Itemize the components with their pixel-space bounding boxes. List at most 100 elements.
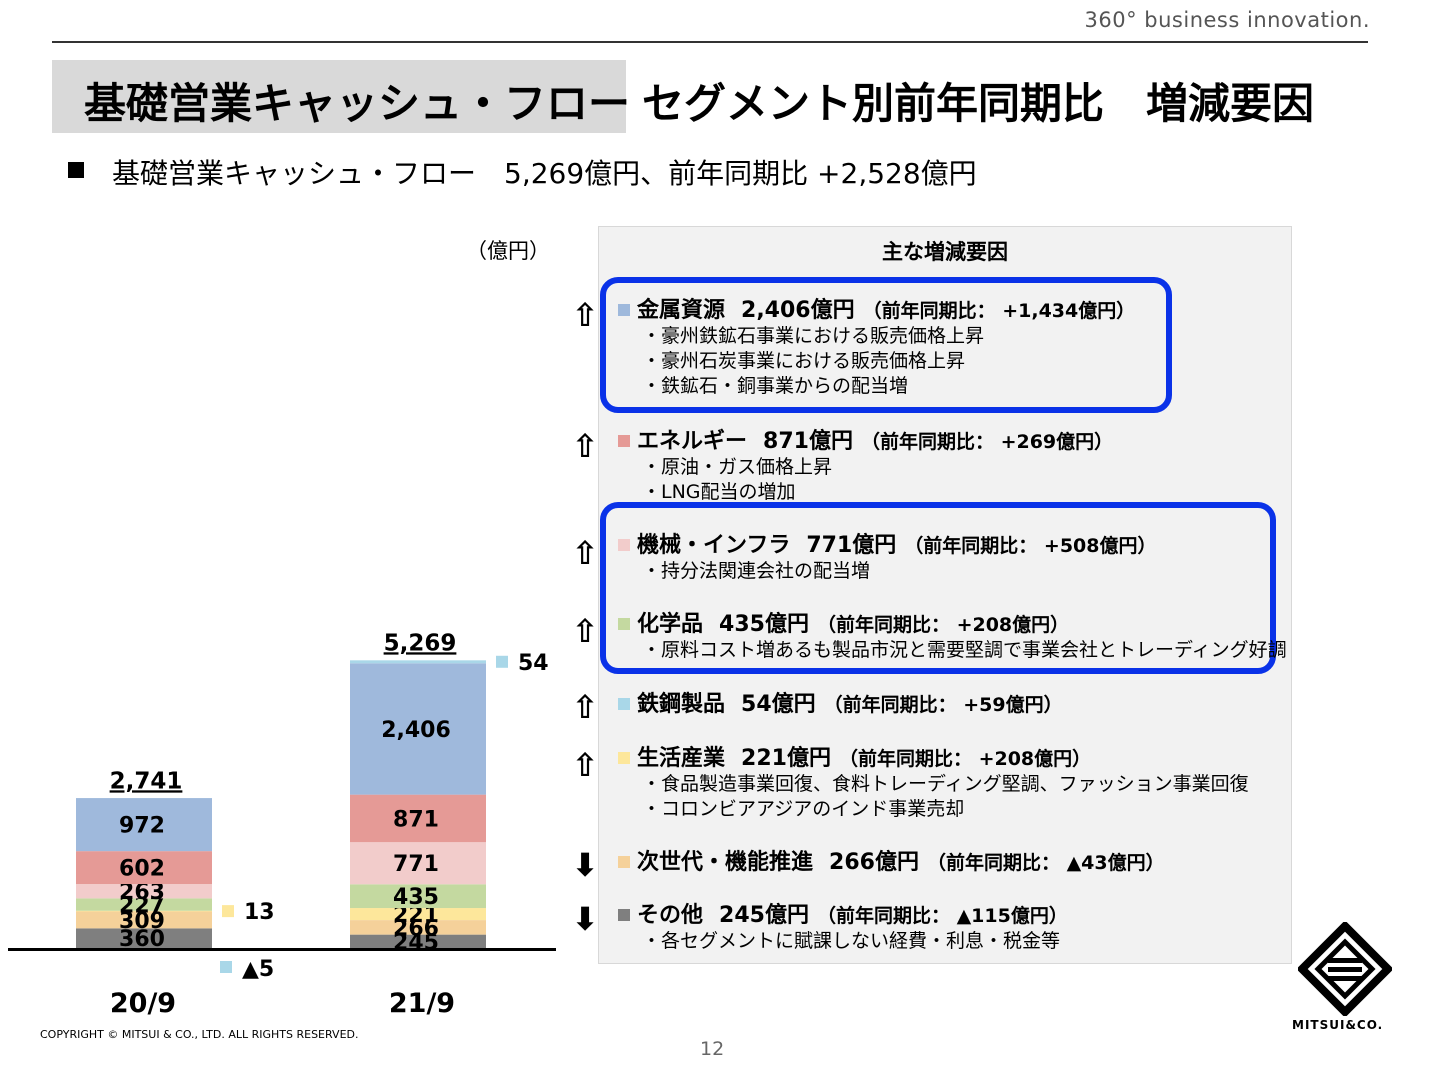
- bar-segment: [350, 663, 486, 795]
- small-value-label: ▲5: [242, 957, 274, 982]
- segment-comparison: （前年同期比： +208億円）: [838, 748, 1092, 770]
- small-value-marker: [222, 905, 234, 918]
- up-arrow-icon: ⇧: [571, 427, 599, 465]
- page-title: 基礎営業キャッシュ・フロー: [84, 79, 631, 128]
- segment-value: 435億円: [719, 612, 809, 637]
- bar-segment: [76, 884, 212, 899]
- page-number: 12: [700, 1038, 725, 1060]
- bar-segment: [76, 928, 212, 948]
- segment-comparison: （前年同期比： +269億円）: [860, 431, 1114, 453]
- segment-comparison: （前年同期比： +59億円）: [823, 694, 1063, 716]
- panel-header: 主な増減要因: [882, 240, 1008, 264]
- segment-header: 機械・インフラ 771億円 （前年同期比： +508億円）: [618, 527, 1156, 559]
- segment-reason: ・原料コスト増あるも製品市況と需要堅調で事業会社とトレーディング好調: [642, 639, 1287, 661]
- up-arrow-icon: ⇧: [571, 612, 599, 650]
- legend-swatch: [618, 539, 630, 551]
- highlight-box-machinery-chemicals: [600, 502, 1276, 674]
- segment-name: エネルギー: [637, 429, 748, 454]
- bar-segment: [76, 851, 212, 885]
- segment-item: 化学品 435億円 （前年同期比： +208億円） ・原料コスト増あるも製品市況と需要…: [618, 606, 1287, 663]
- category-label: 20/9: [110, 988, 176, 1019]
- data-label: 972: [119, 814, 165, 839]
- segment-reason: ・LNG配当の増加: [642, 481, 796, 503]
- data-label: 602: [119, 857, 165, 882]
- bullet-square: [68, 162, 84, 178]
- segment-value: 54億円: [741, 692, 816, 717]
- data-label: 771: [393, 852, 439, 877]
- legend-swatch: [618, 909, 630, 921]
- mitsui-logo-icon: [1298, 922, 1392, 1016]
- bar-segment: [350, 794, 486, 843]
- factors-panel: [598, 226, 1292, 964]
- segment-reason: ・コロンビアアジアのインド事業売却: [642, 798, 965, 820]
- segment-reason: ・食品製造事業回復、食料トレーディング堅調、ファッション事業回復: [642, 773, 1249, 795]
- legend-swatch: [618, 304, 630, 316]
- bar-segment: [76, 910, 212, 912]
- header-rule: [52, 41, 1368, 43]
- segment-name: 化学品: [637, 612, 704, 637]
- small-value-marker: [496, 655, 508, 668]
- segment-item: その他 245億円 （前年同期比： ▲115億円） ・各セグメントに賦課しない経費・利…: [618, 897, 1068, 954]
- bar-segment: [350, 920, 486, 935]
- down-arrow-icon: ⬇: [571, 900, 599, 938]
- legend-swatch: [618, 698, 630, 710]
- small-value-label: 54: [518, 651, 549, 676]
- legend-swatch: [618, 752, 630, 764]
- bar-segment: [76, 898, 212, 911]
- segment-reason: ・各セグメントに賦課しない経費・利息・税金等: [642, 930, 1061, 952]
- segment-name: 機械・インフラ: [637, 533, 791, 558]
- category-label: 21/9: [389, 988, 455, 1019]
- segment-name: その他: [637, 903, 704, 928]
- legend-swatch: [618, 618, 630, 630]
- highlight-box-metals: [600, 277, 1172, 413]
- segment-name: 次世代・機能推進: [637, 850, 814, 875]
- tagline: 360° business innovation.: [1084, 8, 1370, 32]
- segment-value: 245億円: [719, 903, 809, 928]
- segment-value: 871億円: [763, 429, 853, 454]
- segment-item: 次世代・機能推進 266億円 （前年同期比： ▲43億円）: [618, 844, 1165, 876]
- segment-header: その他 245億円 （前年同期比： ▲115億円）: [618, 897, 1068, 929]
- segment-item: 金属資源 2,406億円 （前年同期比： +1,434億円） ・豪州鉄鉱石事業における…: [618, 292, 1135, 399]
- segment-header: 次世代・機能推進 266億円 （前年同期比： ▲43億円）: [618, 844, 1165, 876]
- small-value-label: 13: [244, 900, 275, 925]
- segment-name: 鉄鋼製品: [637, 692, 726, 717]
- data-label: 435: [393, 885, 439, 910]
- bar-segment: [350, 934, 486, 948]
- total-label: 5,269: [384, 630, 457, 656]
- segment-reason: ・持分法関連会社の配当増: [642, 560, 871, 582]
- x-axis-baseline: [8, 948, 556, 951]
- segment-value: 771億円: [806, 533, 897, 558]
- segment-reason: ・鉄鉱石・銅事業からの配当増: [642, 375, 909, 397]
- segment-name: 金属資源: [637, 298, 726, 323]
- segment-comparison: （前年同期比： +508億円）: [904, 535, 1157, 557]
- data-label: 309: [119, 909, 165, 934]
- down-arrow-icon: ⬇: [571, 846, 599, 884]
- bar-segment: [76, 798, 212, 852]
- segment-item: 鉄鋼製品 54億円 （前年同期比： +59億円）: [618, 686, 1063, 718]
- logo-text: MITSUI&CO.: [1292, 1018, 1384, 1032]
- segment-header: 鉄鋼製品 54億円 （前年同期比： +59億円）: [618, 686, 1063, 718]
- bar-segment: [350, 884, 486, 909]
- segment-value: 266億円: [829, 850, 919, 875]
- data-label: 263: [119, 880, 165, 905]
- small-value-marker: [220, 961, 232, 973]
- up-arrow-icon: ⇧: [571, 688, 599, 726]
- title-background: [52, 60, 626, 133]
- data-label: 266: [393, 916, 439, 941]
- summary-text: 基礎営業キャッシュ・フロー 5,269億円、前年同期比 +2,528億円: [112, 157, 977, 190]
- bar-segment: [350, 842, 486, 885]
- segment-comparison: （前年同期比： ▲43億円）: [926, 852, 1165, 874]
- segment-item: エネルギー 871億円 （前年同期比： +269億円） ・原油・ガス価格上昇 ・LNG配…: [618, 423, 1113, 505]
- segment-header: 化学品 435億円 （前年同期比： +208億円）: [618, 606, 1287, 638]
- segment-header: 金属資源 2,406億円 （前年同期比： +1,434億円）: [618, 292, 1135, 324]
- page-subtitle: セグメント別前年同期比 増減要因: [642, 79, 1315, 128]
- bar-segment: [76, 911, 212, 929]
- segment-comparison: （前年同期比： ▲115億円）: [816, 905, 1068, 927]
- bar-segment: [350, 660, 486, 664]
- segment-value: 221億円: [741, 746, 831, 771]
- data-label: 2,406: [381, 718, 451, 743]
- up-arrow-icon: ⇧: [571, 296, 599, 334]
- up-arrow-icon: ⇧: [571, 746, 599, 784]
- segment-value: 2,406億円: [741, 298, 855, 323]
